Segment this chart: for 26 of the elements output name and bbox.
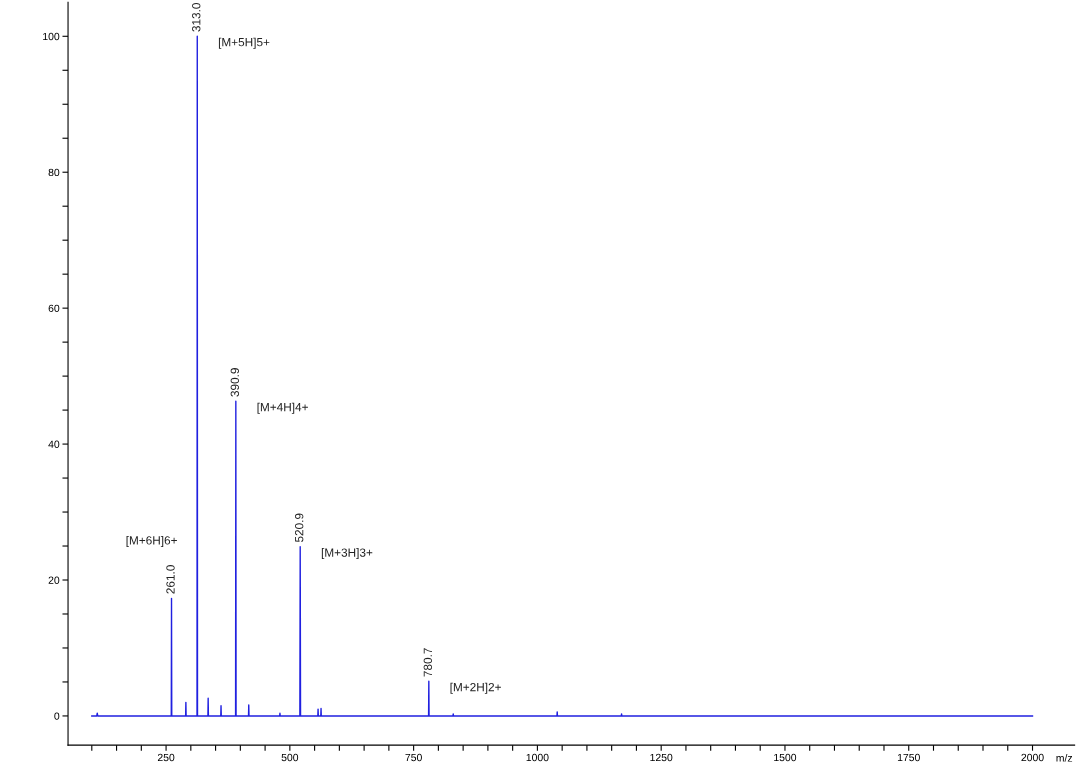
annotation: 520.9 xyxy=(295,513,304,543)
annotation: 313.0 xyxy=(192,3,201,32)
x-tick-label: 750 xyxy=(405,753,422,762)
x-tick-label: 250 xyxy=(157,753,175,762)
annotation: [M+4H]4+ xyxy=(257,402,308,414)
x-axis-title: m/z xyxy=(1056,754,1073,762)
annotation: 390.9 xyxy=(230,368,239,397)
y-tick-label: 80 xyxy=(48,168,60,177)
annotation: [M+3H]3+ xyxy=(321,548,373,560)
annotation: [M+2H]2+ xyxy=(450,682,501,694)
x-tick-label: 2000 xyxy=(1021,753,1044,762)
line-series xyxy=(91,35,1034,717)
x-tick-label: 1500 xyxy=(774,753,797,762)
annotation: 261.0 xyxy=(166,565,175,594)
y-tick-label: 20 xyxy=(48,576,60,584)
annotation: [M+6H]6+ xyxy=(126,535,177,547)
x-tick-label: 1250 xyxy=(650,753,673,762)
annotation: 780.7 xyxy=(423,648,432,677)
y-tick-label: 100 xyxy=(43,32,60,41)
annotation: [M+5H]5+ xyxy=(218,37,270,49)
y-tick-label: 0 xyxy=(54,712,60,720)
y-tick-label: 60 xyxy=(48,304,60,313)
x-tick-label: 500 xyxy=(281,753,299,762)
x-tick-label: 1000 xyxy=(526,753,549,762)
y-tick-label: 40 xyxy=(48,440,60,448)
x-tick-label: 1750 xyxy=(897,753,920,762)
